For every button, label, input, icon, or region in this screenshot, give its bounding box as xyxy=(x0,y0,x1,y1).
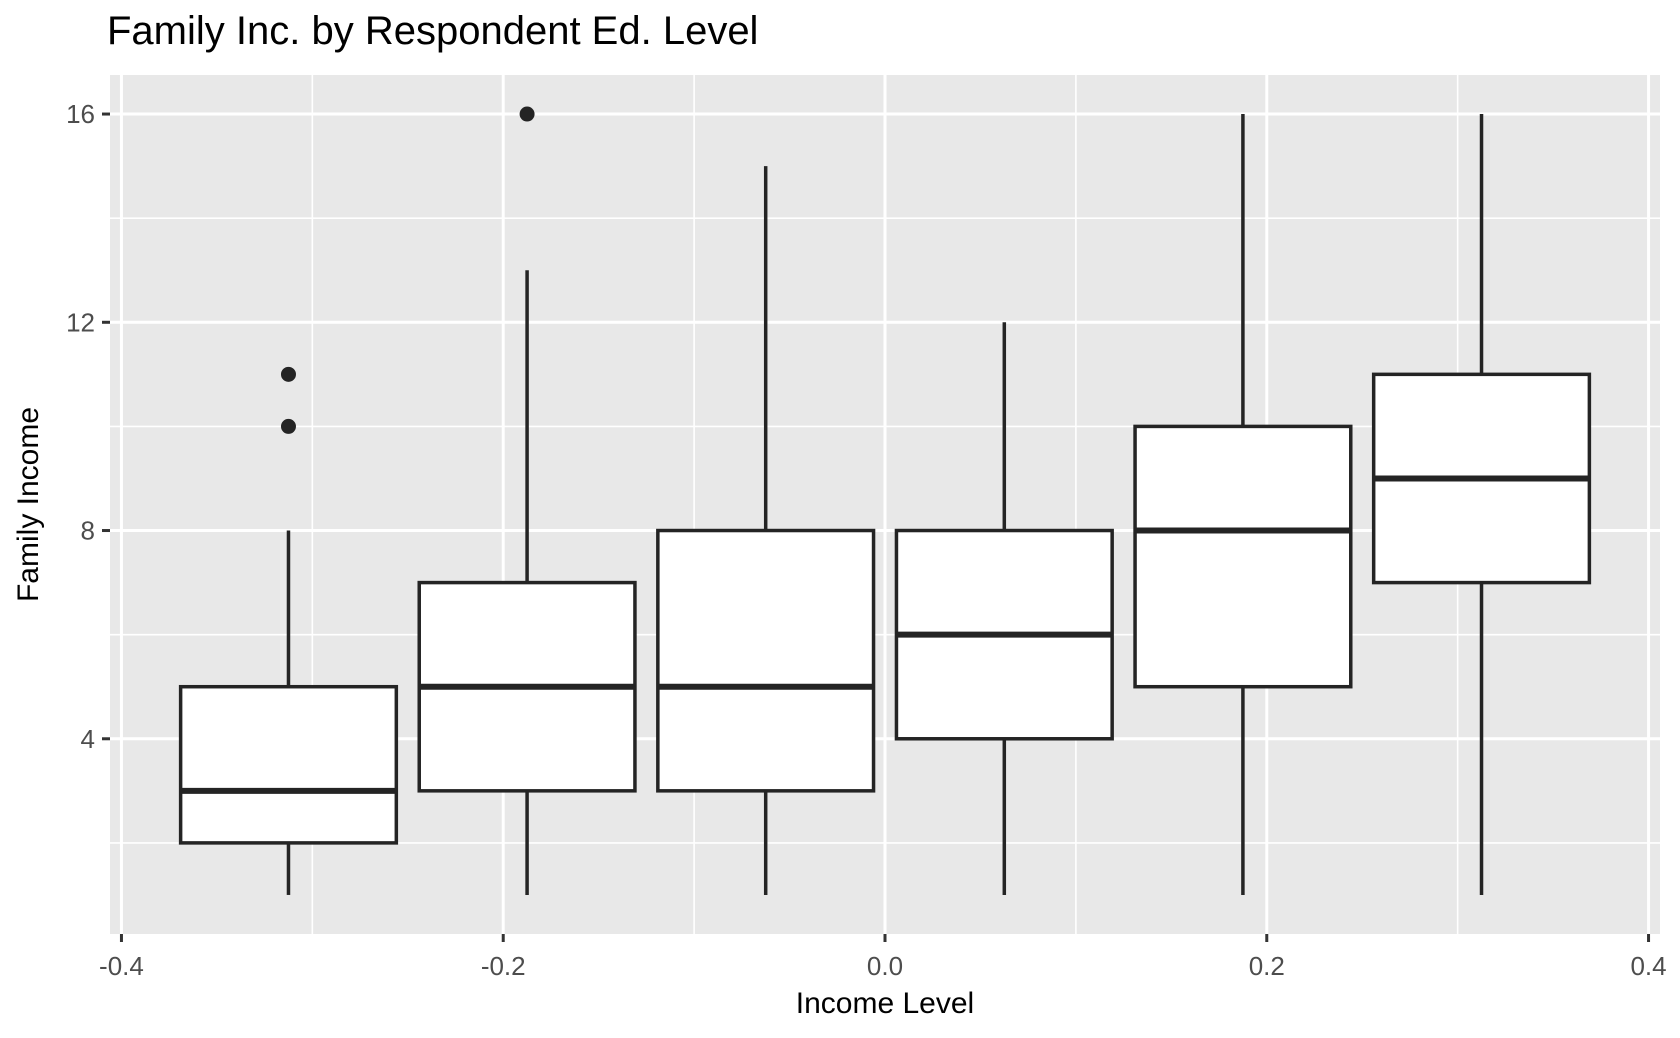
boxplot-group xyxy=(1133,114,1353,895)
boxplot-group xyxy=(894,322,1114,895)
y-tick-label: 8 xyxy=(81,516,95,546)
y-tick-label: 4 xyxy=(81,724,95,754)
x-tick-label: 0.4 xyxy=(1630,951,1666,981)
iqr-box xyxy=(1133,424,1353,689)
boxplot-group xyxy=(656,166,876,895)
y-tick-label: 16 xyxy=(66,99,95,129)
boxplot-group xyxy=(1371,114,1592,895)
x-tick-label: -0.4 xyxy=(99,951,144,981)
outlier-point xyxy=(280,366,296,382)
axis-ticks xyxy=(102,112,1651,942)
y-axis-title: Family Income xyxy=(12,407,45,602)
axis-tick-labels: -0.4 -0.2 0.0 0.2 0.4 4 8 12 16 xyxy=(66,99,1667,981)
chart-title: Family Inc. by Respondent Ed. Level xyxy=(107,9,758,53)
boxplot-layer xyxy=(178,106,1592,895)
iqr-box xyxy=(656,528,876,793)
x-tick-label: -0.2 xyxy=(481,951,526,981)
y-tick-label: 12 xyxy=(66,307,95,337)
x-axis-title: Income Level xyxy=(796,987,974,1020)
x-tick-label: 0.2 xyxy=(1249,951,1285,981)
boxplot-group xyxy=(178,366,399,895)
outlier-point xyxy=(519,106,535,122)
iqr-box xyxy=(178,684,399,845)
x-tick-label: 0.0 xyxy=(867,951,903,981)
boxplot-group xyxy=(417,106,637,895)
outlier-point xyxy=(280,418,296,434)
